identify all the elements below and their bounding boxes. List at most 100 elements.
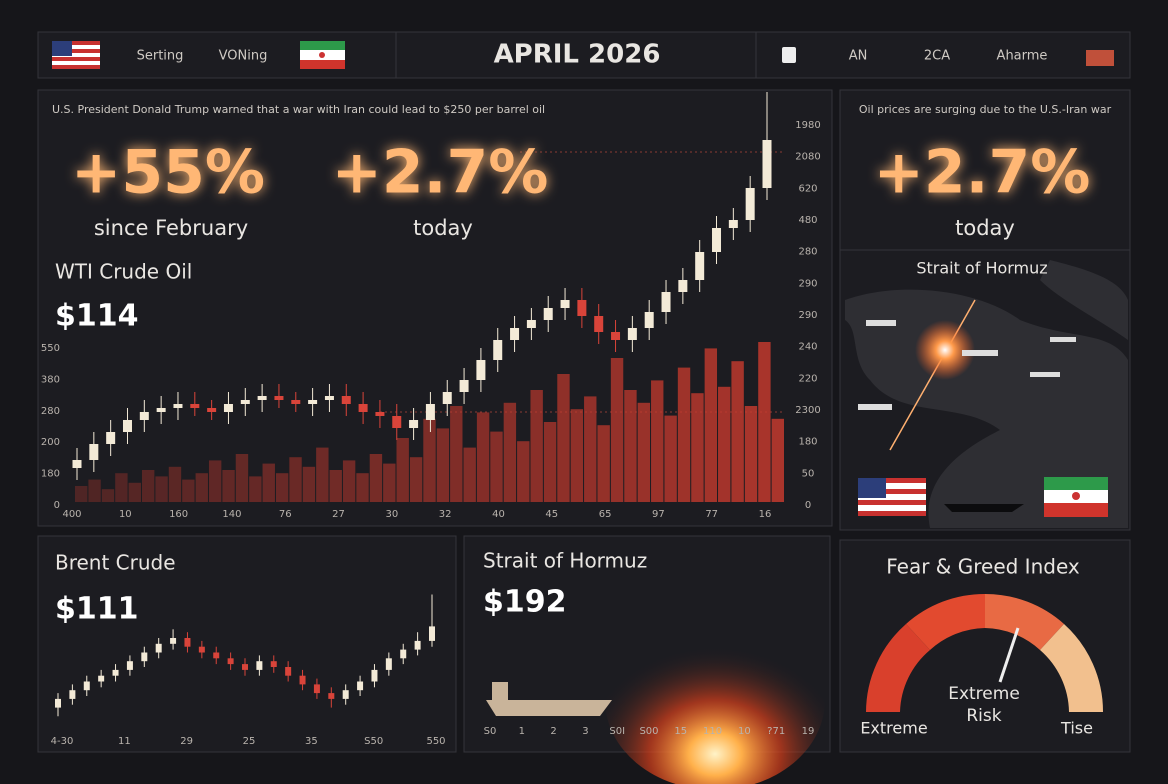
candle-body [442,392,452,404]
candle-body [745,188,755,220]
candle-body [429,626,435,641]
axis-label: 290 [798,310,817,321]
axis-label: 180 [798,437,817,448]
us-flag [52,41,100,69]
us-flag [858,478,926,516]
candle-body [83,681,90,691]
candle-body [400,649,407,659]
oil-panel [839,89,1131,251]
candle-body [425,404,435,420]
candle-body [299,675,306,685]
candle-body [341,396,351,404]
volume-bar [88,479,101,502]
volume-bar [409,457,423,502]
axis-label: S50 [364,736,383,747]
volume-bar [503,402,517,502]
volume-bar [476,412,490,502]
nav-item[interactable]: Aharme [997,49,1048,64]
candle-body [328,693,335,699]
volume-bar [115,473,128,502]
volume-bar [557,374,570,502]
candle-body [55,698,61,708]
volume-bar [704,348,718,502]
candle-body [89,444,99,460]
nav-item[interactable]: VONing [219,49,268,64]
candle-body [313,684,320,694]
axis-label: 550 [426,736,445,747]
nav-item[interactable]: 2CA [924,49,950,64]
volume-bar [530,390,543,502]
axis-label: 400 [62,509,81,520]
axis-label: 620 [798,183,817,194]
icon[interactable] [1086,50,1114,66]
candle-body [112,669,119,676]
volume-bar [329,470,342,502]
candle-body [308,400,318,404]
brent-panel [37,535,457,753]
axis-label: 180 [41,469,60,480]
axis-label: 65 [599,509,612,520]
instrument-price: $192 [483,585,567,620]
volume-bar [436,428,450,502]
candle-body [156,408,166,412]
candle-body [594,316,604,332]
nav-item[interactable]: AN [849,49,868,64]
volume-bar [369,454,383,502]
ships [858,320,1076,410]
stat-value: +2.7% [332,138,549,208]
candle-body [678,280,688,292]
candle-body [476,360,486,380]
volume-bar [664,415,677,502]
axis-label: 4-30 [51,736,74,747]
gauge-title: Fear & Greed Index [886,555,1080,579]
volume-bar [731,361,744,502]
volume-bar [490,431,503,502]
volume-bar [651,380,664,502]
axis-label: 30 [385,509,398,520]
volume-bar [584,396,597,502]
instrument-price: $111 [55,592,139,627]
gauge-label: Risk [966,706,1001,726]
ship [944,504,1024,512]
instrument-name: Brent Crude [55,551,176,575]
axis-label: 19 [802,726,815,737]
volume-bar [423,418,436,502]
nav-item[interactable]: Serting [137,49,184,64]
candle-body [155,643,162,653]
candle-body [392,416,402,428]
axis-label: 40 [492,509,505,520]
candle-body [139,412,149,420]
candle-body [106,432,116,444]
axis-label: S0I [609,726,625,737]
axis-label: 45 [545,509,558,520]
candle-body [69,690,76,699]
candle-body [240,400,250,404]
volume-bar [168,466,182,502]
volume-bar [744,406,758,502]
headline: U.S. President Donald Trump warned that … [52,103,545,116]
explosion [915,320,975,380]
icon[interactable] [782,47,796,63]
candle-body [72,460,82,468]
axis-label: 76 [279,509,292,520]
volume-bar [570,409,584,502]
candle-body [728,220,738,228]
volume-bar [597,425,610,502]
volume-bar [262,463,275,502]
candle-body [170,638,177,644]
volume-bar [624,390,637,502]
volume-bar [141,470,155,502]
axis-label: 29 [180,736,193,747]
candle-body [324,396,334,400]
headline: Oil prices are surging due to the U.S.-I… [859,103,1112,116]
gauge [866,593,1104,712]
volume-bar [342,460,356,502]
landmass [1040,260,1128,340]
candle-body [510,328,520,340]
axis-label: 11 [118,736,131,747]
stat-label: today [955,216,1015,240]
axis-label: 160 [169,509,188,520]
volume-bar [155,476,168,502]
volume-bar [718,386,731,502]
